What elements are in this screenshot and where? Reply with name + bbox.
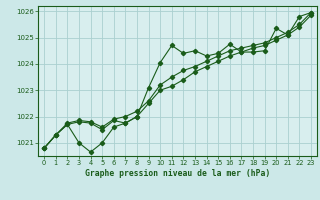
X-axis label: Graphe pression niveau de la mer (hPa): Graphe pression niveau de la mer (hPa) <box>85 169 270 178</box>
